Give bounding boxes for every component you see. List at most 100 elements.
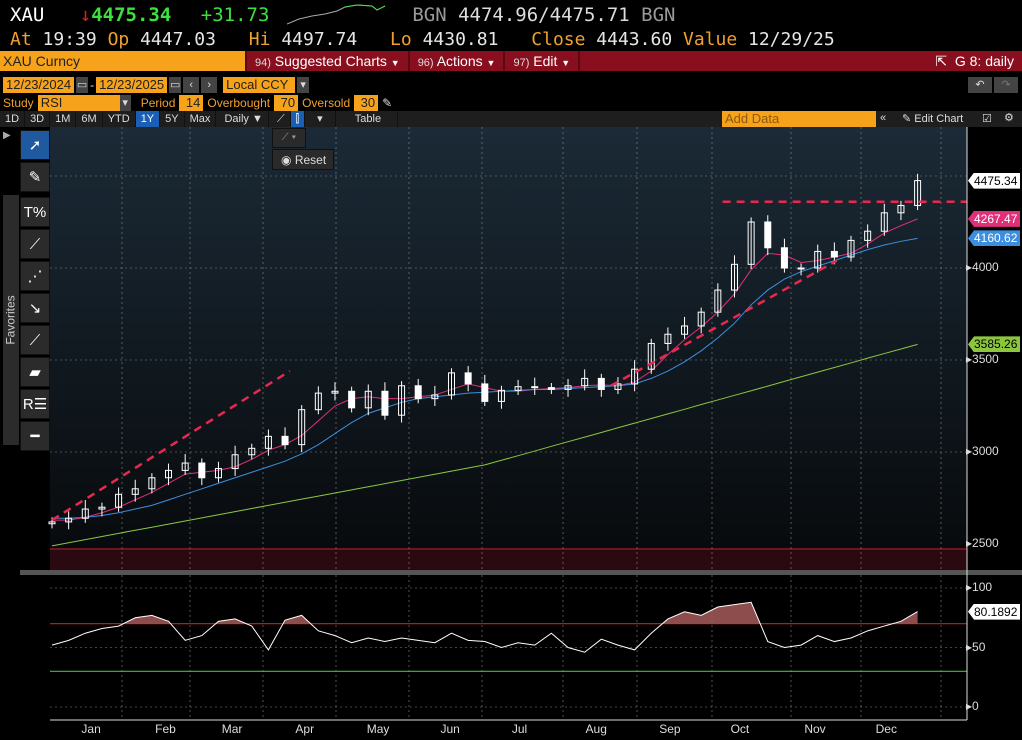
expand-icon[interactable]: ▶ xyxy=(3,130,11,141)
add-data-input[interactable]: Add Data xyxy=(722,111,876,127)
multi-point-line-tool[interactable]: ⋰ xyxy=(20,261,50,291)
menu-bar: XAU Curncy 94) Suggested Charts ▼ 96) Ac… xyxy=(0,51,1022,71)
chevron-down-icon[interactable]: ▾ xyxy=(119,95,131,111)
prev-range-button[interactable]: ‹ xyxy=(183,77,200,93)
channel-tool[interactable]: ▰ xyxy=(20,357,50,387)
period-input[interactable]: 14 xyxy=(179,95,204,111)
candle xyxy=(464,372,472,385)
candle xyxy=(231,454,239,470)
low-label: Lo xyxy=(390,29,412,50)
redo-icon[interactable]: ↷ xyxy=(994,77,1018,93)
collapse-icon[interactable]: « xyxy=(880,112,887,124)
period-3d[interactable]: 3D xyxy=(25,111,51,127)
favorites-label: Favorites xyxy=(4,295,19,345)
table-button[interactable]: Table xyxy=(339,111,399,127)
period-5y[interactable]: 5Y xyxy=(160,111,185,127)
open: 4447.03 xyxy=(140,29,216,50)
candlestick-icon[interactable]: ⫿ xyxy=(290,111,306,127)
rsi-last-tag: 80.1892 xyxy=(968,603,1021,620)
x-tick-label: Sep xyxy=(659,722,681,736)
ma_green-last-tag: 3585.26 xyxy=(968,336,1021,353)
security-field[interactable]: XAU Curncy xyxy=(0,51,245,71)
calendar-icon[interactable]: ▭ xyxy=(76,77,89,93)
gear-icon[interactable]: ⚙ xyxy=(1004,112,1014,124)
start-date-input[interactable]: 12/23/2024 xyxy=(3,77,75,93)
ma_pink-last-tag: 4267.47 xyxy=(968,210,1021,227)
segment-tool[interactable]: ⟋ xyxy=(20,325,50,355)
period-1d[interactable]: 1D xyxy=(0,111,26,127)
candle xyxy=(681,325,689,335)
favorites-tab[interactable]: Favorites xyxy=(3,195,19,445)
rsi-line xyxy=(51,601,918,653)
candle xyxy=(814,250,822,269)
period-max[interactable]: Max xyxy=(185,111,217,127)
undo-icon[interactable]: ↶ xyxy=(968,77,992,93)
candle xyxy=(131,488,139,495)
menu-number: 97) xyxy=(513,57,530,69)
x-tick-label: May xyxy=(366,722,390,736)
menu-number: 94) xyxy=(255,57,271,69)
candle xyxy=(448,372,456,396)
suggested-charts-menu[interactable]: 94) Suggested Charts ▼ xyxy=(245,51,408,71)
candle xyxy=(264,435,272,449)
candle xyxy=(614,383,622,390)
fibonacci-percent-tool[interactable]: T% xyxy=(20,197,50,227)
pencil-tool[interactable]: ✎ xyxy=(20,162,50,192)
horizontal-line-tool[interactable]: ━ xyxy=(20,421,50,451)
trendline-tool[interactable]: ⟋ xyxy=(20,229,50,259)
value-date: 12/29/25 xyxy=(748,29,835,50)
date-separator: - xyxy=(90,78,95,92)
candle xyxy=(298,409,306,446)
candle xyxy=(148,477,156,490)
candle xyxy=(764,221,772,249)
next-range-button[interactable]: › xyxy=(201,77,218,93)
candle xyxy=(581,377,589,387)
overbought-input[interactable]: 70 xyxy=(274,95,299,111)
annotate-icon[interactable]: ☑ xyxy=(982,113,992,125)
panel-splitter[interactable] xyxy=(20,570,1022,575)
pencil-icon[interactable]: ✎ xyxy=(382,96,393,110)
edit-chart-button[interactable]: ✎ Edit Chart xyxy=(902,113,964,125)
study-select[interactable]: RSI xyxy=(37,95,120,111)
x-tick-label: Aug xyxy=(585,722,607,736)
candle xyxy=(730,263,738,291)
chart-type-select[interactable]: ⟋ ▾ xyxy=(272,128,306,148)
menu-number: 96) xyxy=(417,57,434,69)
pointer-tool[interactable]: ➚ xyxy=(20,130,50,160)
frequency-select[interactable]: Daily ▼ xyxy=(219,111,269,127)
period-1m[interactable]: 1M xyxy=(50,111,77,127)
chevron-down-icon[interactable]: ▾ xyxy=(305,111,336,127)
candle xyxy=(531,386,539,389)
y-tick-label: ▸4000 xyxy=(966,260,999,274)
calendar-icon[interactable]: ▭ xyxy=(169,77,182,93)
candle xyxy=(830,250,838,258)
reset-button[interactable]: ◉ Reset xyxy=(272,149,334,170)
oversold-label: Oversold xyxy=(302,96,351,110)
x-tick-label: Feb xyxy=(155,722,176,736)
study-label: Study xyxy=(3,96,34,110)
chevron-down-icon: ▼ xyxy=(486,58,496,68)
chevron-down-icon[interactable]: ▾ xyxy=(297,77,310,93)
close-label: Close xyxy=(531,29,586,50)
close: 4443.60 xyxy=(596,29,673,50)
candle xyxy=(647,342,655,370)
ma_green-line xyxy=(51,343,918,547)
period-6m[interactable]: 6M xyxy=(76,111,103,127)
x-tick-label: Nov xyxy=(804,722,826,736)
oversold-input[interactable]: 30 xyxy=(354,95,379,111)
line-chart-icon[interactable]: ⟋ xyxy=(272,111,291,127)
end-date-input[interactable]: 12/23/2025 xyxy=(96,77,168,93)
period-1y[interactable]: 1Y xyxy=(135,111,161,127)
actions-menu[interactable]: 96) Actions ▼ xyxy=(407,51,504,71)
candle xyxy=(514,386,522,391)
popout-button[interactable]: ⇱ G 8: daily xyxy=(927,51,1022,71)
edit-menu[interactable]: 97) Edit ▼ xyxy=(503,51,581,71)
candle xyxy=(780,247,788,269)
arrow-tool[interactable]: ↘ xyxy=(20,293,50,323)
period-ytd[interactable]: YTD xyxy=(103,111,136,127)
undo-redo: ↶ ↷ xyxy=(968,77,1018,93)
retracement-tool[interactable]: R☰ xyxy=(20,389,50,419)
ticker: XAU xyxy=(10,4,45,26)
currency-select[interactable]: Local CCY xyxy=(223,77,296,93)
